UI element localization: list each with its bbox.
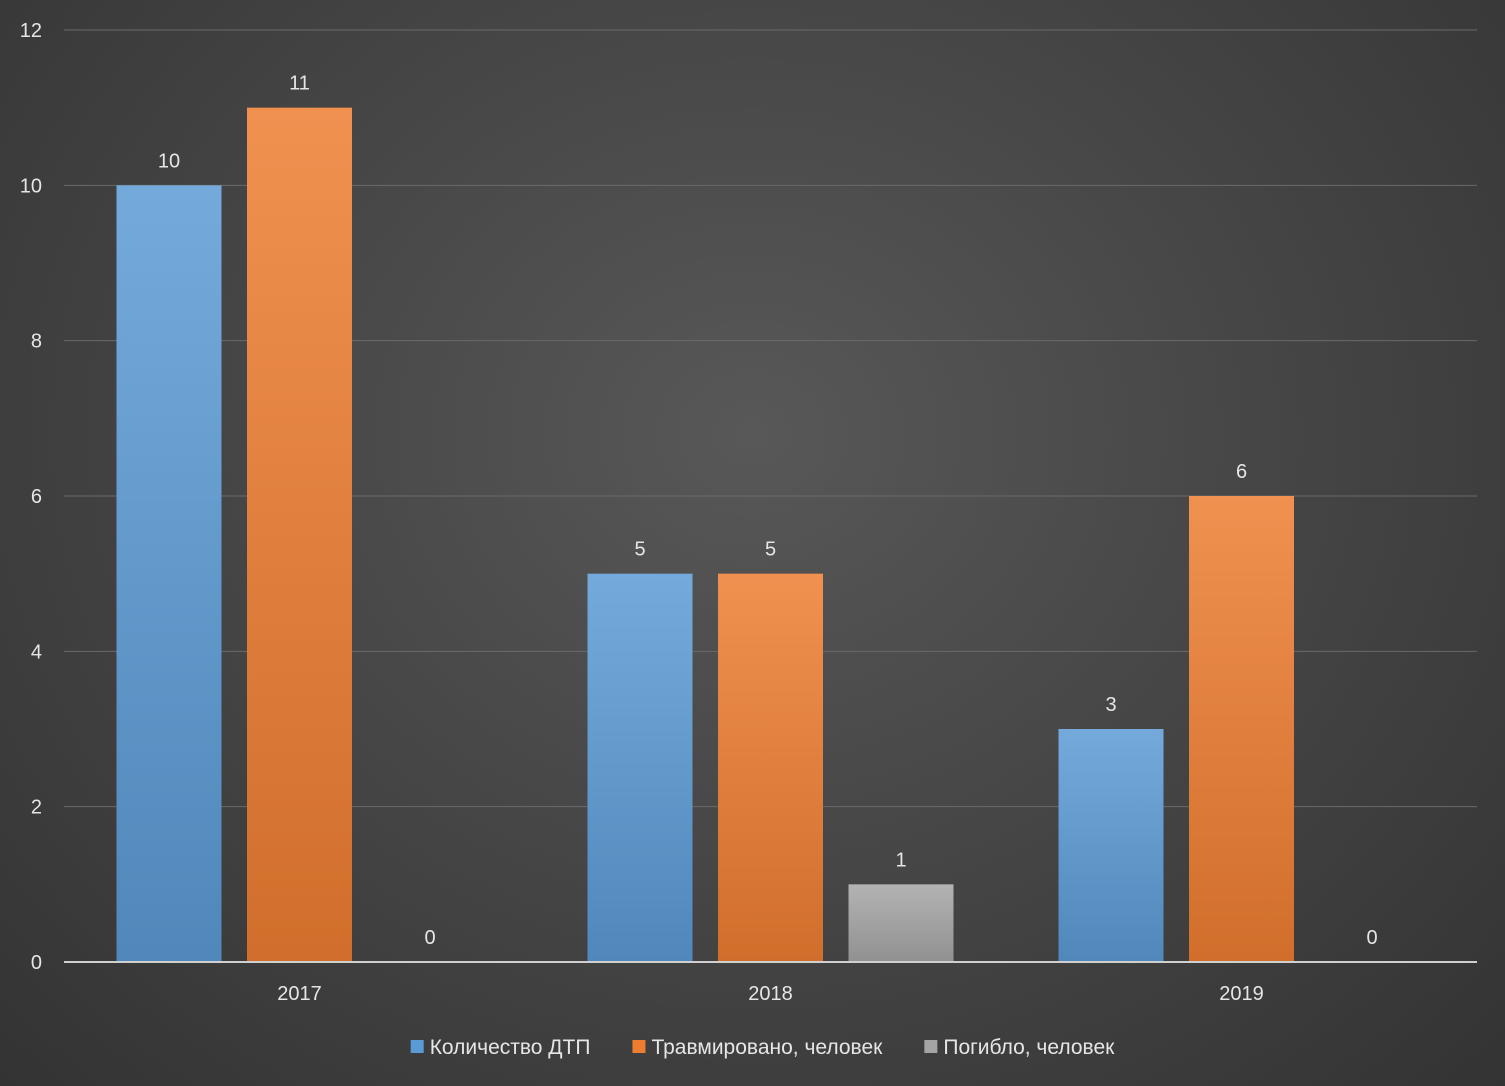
bar-2018-series-3[interactable] — [848, 884, 954, 962]
data-label: 0 — [1366, 927, 1377, 949]
x-tick-label: 2018 — [748, 983, 793, 1005]
data-label: 3 — [1105, 694, 1116, 716]
y-tick-label: 6 — [31, 486, 42, 508]
data-label: 5 — [634, 539, 645, 561]
legend-label: Количество ДТП — [430, 1036, 591, 1059]
x-tick-label: 2017 — [277, 983, 322, 1005]
bar-2017-series-1[interactable] — [116, 185, 222, 963]
data-label: 10 — [158, 150, 180, 172]
bars — [116, 107, 1294, 963]
legend-label: Погибло, человек — [943, 1036, 1115, 1059]
y-tick-label: 10 — [20, 175, 42, 197]
bar-2019-series-2[interactable] — [1189, 496, 1294, 962]
bar-2018-series-1[interactable] — [587, 573, 693, 962]
legend-swatch-1[interactable] — [410, 1040, 424, 1053]
y-tick-label: 2 — [31, 797, 42, 819]
y-axis: 0 2 4 6 8 10 12 — [20, 20, 42, 974]
legend: Количество ДТП Травмировано, человек Погиб… — [410, 1036, 1115, 1059]
bar-2017-series-2[interactable] — [247, 107, 352, 962]
y-tick-label: 8 — [31, 331, 42, 353]
legend-label: Травмировано, человек — [651, 1036, 883, 1059]
y-tick-label: 12 — [20, 20, 42, 42]
data-label: 5 — [765, 539, 776, 561]
x-tick-label: 2019 — [1219, 983, 1264, 1005]
data-label: 11 — [289, 73, 310, 95]
bar-2019-series-1[interactable] — [1058, 729, 1164, 962]
data-label: 0 — [424, 927, 435, 949]
bar-2018-series-2[interactable] — [718, 573, 823, 962]
legend-swatch-3[interactable] — [924, 1040, 938, 1053]
data-label: 1 — [895, 849, 906, 871]
y-tick-label: 0 — [31, 952, 42, 974]
legend-swatch-2[interactable] — [632, 1040, 646, 1053]
y-tick-label: 4 — [31, 641, 42, 663]
data-label: 6 — [1236, 461, 1247, 483]
data-labels: 10 11 0 5 5 1 3 6 0 — [158, 73, 1378, 949]
x-axis: 2017 2018 2019 — [64, 961, 1477, 1005]
